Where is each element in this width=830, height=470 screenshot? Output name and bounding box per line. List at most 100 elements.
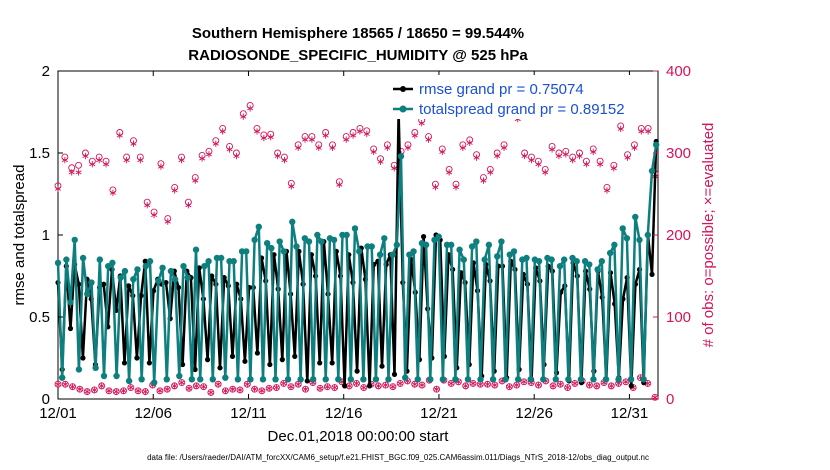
obs-evaluated-low-marker — [375, 382, 382, 390]
totalspread-point — [125, 377, 133, 385]
rmse-point — [192, 366, 198, 373]
totalspread-point — [146, 258, 154, 265]
totalspread-point — [414, 376, 421, 383]
totalspread-point — [75, 366, 83, 373]
obs-evaluated-low-marker — [273, 384, 280, 391]
totalspread-point — [552, 376, 560, 383]
totalspread-point — [276, 238, 283, 245]
totalspread-point — [247, 376, 254, 383]
obs-evaluated-marker — [192, 177, 199, 184]
obs-star-stroke — [315, 145, 322, 150]
totalspread-point — [640, 376, 647, 383]
obs-star-stroke — [562, 152, 569, 157]
obs-evaluated-marker — [363, 130, 370, 138]
obs-star-stroke — [542, 170, 549, 175]
totalspread-point — [305, 238, 313, 245]
legend-rmse-label: rmse grand pr = 0.75074 — [419, 81, 584, 98]
obs-evaluated-low-marker — [84, 388, 91, 395]
obs-evaluated-marker — [288, 183, 295, 190]
totalspread-point — [602, 376, 610, 383]
obs-evaluated-low-marker — [302, 385, 309, 393]
totalspread-point — [159, 264, 166, 271]
rmse-point — [242, 358, 248, 364]
obs-star-stroke — [329, 145, 336, 150]
obs-star-stroke — [75, 170, 82, 175]
rmse-point — [229, 353, 236, 359]
obs-evaluated-low-marker — [142, 388, 149, 395]
obs-star-stroke — [564, 385, 571, 390]
totalspread-point — [402, 374, 409, 381]
obs-star-stroke — [455, 379, 462, 384]
totalspread-point — [644, 231, 652, 239]
obs-evaluated-low-marker — [69, 383, 76, 390]
rmse-point — [354, 368, 360, 374]
totalspread-point — [376, 251, 384, 258]
obs-star-stroke — [608, 383, 615, 388]
obs-star-stroke — [557, 382, 564, 387]
y-axis-label: rmse and totalspread — [11, 165, 28, 306]
totalspread-point — [452, 376, 459, 383]
obs-evaluated-low-marker — [411, 381, 418, 388]
obs-star-stroke — [448, 381, 455, 386]
rmse-point — [292, 353, 298, 359]
obs-star-stroke — [597, 162, 604, 167]
totalspread-point — [372, 376, 380, 383]
totalspread-point — [255, 223, 262, 230]
obs-star-stroke — [69, 384, 76, 389]
obs-star-stroke — [363, 131, 370, 136]
obs-star-stroke — [331, 385, 338, 390]
obs-star-stroke — [350, 133, 357, 138]
obs-evaluated-low-marker — [280, 380, 287, 387]
obs-evaluated-marker — [569, 156, 576, 164]
rmse-point — [329, 360, 335, 366]
totalspread-point — [309, 376, 317, 383]
y-right-tick-label: 400 — [666, 63, 691, 80]
totalspread-point — [217, 254, 225, 262]
obs-star-stroke — [135, 388, 142, 393]
obs-evaluated-marker — [240, 113, 247, 120]
obs-star-stroke — [631, 145, 638, 150]
obs-star-stroke — [295, 145, 302, 150]
obs-star-stroke — [123, 158, 130, 163]
obs-evaluated-low-marker — [200, 383, 207, 390]
obs-star-stroke — [535, 383, 542, 388]
totalspread-point — [151, 379, 158, 386]
x-tick-label: 12/26 — [515, 405, 553, 422]
totalspread-point — [167, 267, 175, 275]
totalspread-point — [184, 274, 191, 281]
obs-star-stroke — [76, 387, 83, 392]
obs-star-stroke — [370, 149, 377, 154]
totalspread-point — [205, 258, 212, 265]
obs-evaluated-marker — [446, 169, 453, 176]
obs-evaluated-low-marker — [171, 382, 178, 390]
rmse-point — [126, 283, 132, 289]
obs-star-stroke — [480, 178, 487, 183]
obs-star-stroke — [266, 386, 273, 391]
x-tick-label: 12/11 — [230, 405, 266, 422]
x-tick-label: 12/06 — [134, 405, 172, 422]
y-tick-label: 0 — [42, 391, 50, 408]
chart-title: Southern Hemisphere 18565 / 18650 = 99.5… — [192, 25, 524, 42]
obs-star-stroke — [645, 129, 652, 134]
rmse-point — [163, 279, 169, 286]
obs-evaluated-low-marker — [105, 387, 112, 394]
obs-star-stroke — [157, 164, 164, 169]
obs-evaluated-marker — [109, 189, 116, 197]
totalspread-point — [63, 256, 70, 263]
obs-star-stroke — [260, 135, 267, 140]
totalspread-point — [598, 258, 606, 265]
obs-evaluated-marker — [459, 144, 466, 151]
totalspread-point — [351, 225, 359, 232]
obs-star-stroke — [549, 147, 556, 152]
totalspread-point — [355, 248, 363, 255]
obs-evaluated-low-marker — [251, 385, 258, 393]
obs-evaluated-marker — [137, 156, 144, 164]
obs-evaluated-marker — [521, 152, 528, 160]
obs-star-stroke — [273, 385, 280, 390]
obs-evaluated-marker — [336, 181, 343, 188]
totalspread-point — [330, 236, 338, 244]
totalspread-point — [410, 248, 417, 255]
rmse-point — [121, 360, 128, 366]
obs-star-stroke — [535, 162, 542, 167]
